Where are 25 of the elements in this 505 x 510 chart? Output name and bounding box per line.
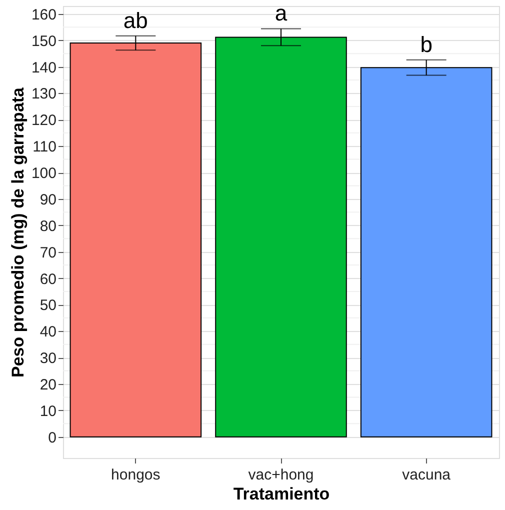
y-tick-label: 120: [31, 112, 56, 130]
y-tick-label: 20: [40, 376, 56, 394]
annotation: b: [420, 32, 432, 57]
x-tick-label: vac+hong: [248, 466, 314, 484]
y-tick-label: 10: [40, 402, 56, 420]
x-axis-title: Tratamiento: [233, 484, 330, 504]
y-tick-label: 30: [40, 350, 56, 368]
annotation: ab: [123, 8, 148, 33]
y-tick-label: 130: [31, 86, 56, 103]
y-tick-label: 160: [31, 6, 56, 24]
y-tick-label: 110: [32, 138, 56, 156]
y-tick-label: 70: [40, 244, 56, 262]
y-tick-label: 90: [40, 191, 56, 208]
y-tick-label: 60: [40, 270, 56, 288]
y-tick-label: 140: [31, 59, 56, 76]
x-tick-label: hongos: [111, 466, 160, 484]
y-axis-title: Peso promedio (mg) de la garrapata: [8, 86, 28, 378]
y-tick-label: 150: [31, 32, 56, 50]
y-tick-label: 0: [48, 429, 56, 446]
x-tick-label: vacuna: [402, 466, 452, 484]
y-tick-label: 80: [40, 218, 56, 235]
y-tick-label: 40: [40, 324, 56, 341]
annotation: a: [274, 0, 288, 26]
y-tick-label: 50: [40, 297, 56, 314]
y-tick-label: 100: [31, 165, 56, 182]
